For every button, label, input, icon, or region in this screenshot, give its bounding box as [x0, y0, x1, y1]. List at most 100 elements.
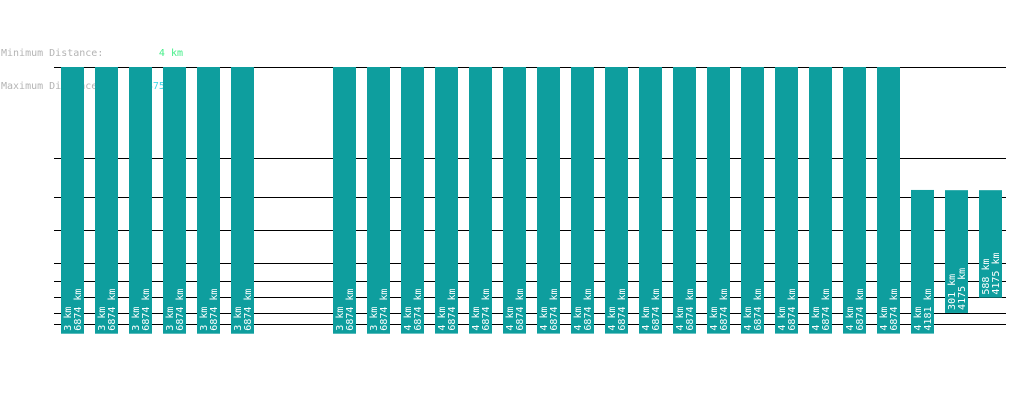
bar-group: 4 km 6874 km [469, 67, 492, 334]
bar-max-label: 6874 km [753, 288, 764, 330]
bar-min-label: 4 km [403, 307, 414, 331]
bar-min-label: 4 km [573, 307, 584, 331]
bar [673, 67, 696, 334]
bar-min-label: 4 km [641, 307, 652, 331]
bar [61, 67, 84, 334]
bar-max-label: 6874 km [855, 288, 866, 330]
bar-max-label: 6874 km [141, 289, 152, 331]
bar-min-label: 3 km [233, 307, 244, 331]
bar-max-label: 6874 km [175, 289, 186, 331]
bar-min-label: 4 km [437, 307, 448, 331]
bar-group: 4 km 6874 km [673, 67, 696, 334]
bar-group: 4 km 4181 km [911, 189, 934, 334]
bar-group: 4 km 6874 km [639, 67, 662, 334]
bar-min-label: 4 km [743, 307, 754, 331]
bar [401, 67, 424, 334]
bar [775, 67, 798, 334]
bar [129, 67, 152, 334]
bar-max-label: 6874 km [821, 288, 832, 330]
min-distance-value: 4 km [158, 48, 183, 59]
bar-group: 4 km 6874 km [775, 67, 798, 334]
bar [537, 67, 560, 334]
bar-max-label: 6874 km [379, 289, 390, 331]
bar [571, 67, 594, 334]
bar-max-label: 6874 km [243, 289, 254, 331]
bar [945, 190, 968, 313]
bar-max-label: 6874 km [685, 288, 696, 330]
bar-group: 4 km 6874 km [809, 67, 832, 334]
bar-max-label: 6874 km [515, 288, 526, 330]
bar-max-label: 6874 km [617, 288, 628, 330]
bar-max-label: 6874 km [345, 289, 356, 331]
bar-group: 4 km 6874 km [605, 67, 628, 334]
bar-min-label: 4 km [777, 307, 788, 331]
bar-group: 3 km 6874 km [367, 67, 390, 334]
bar-min-label: 3 km [165, 307, 176, 331]
bar [843, 67, 866, 334]
bar-min-label: 301 km [947, 274, 958, 310]
bar-group: 3 km 6874 km [197, 67, 220, 334]
bar-min-label: 3 km [335, 307, 346, 331]
bar-min-label: 4 km [471, 307, 482, 331]
bar [231, 67, 254, 334]
bar-min-label: 3 km [131, 307, 142, 331]
bar-max-label: 6874 km [73, 289, 84, 331]
bar [333, 67, 356, 334]
bar-group: 4 km 6874 km [537, 67, 560, 334]
bar-group: 4 km 6874 km [401, 67, 424, 334]
bar [639, 67, 662, 334]
bar-group: 4 km 6874 km [707, 67, 730, 334]
bar-max-label: 6874 km [583, 288, 594, 330]
bar-max-label: 4175 km [957, 268, 968, 310]
bar [197, 67, 220, 334]
bar-min-label: 3 km [97, 307, 108, 331]
bar-group: 3 km 6874 km [333, 67, 356, 334]
bar-group: 4 km 6874 km [503, 67, 526, 334]
bar-max-label: 6874 km [719, 288, 730, 330]
bar [877, 67, 900, 334]
bar-min-label: 4 km [811, 307, 822, 331]
bar-group: 4 km 6874 km [571, 67, 594, 334]
bar-group: 3 km 6874 km [129, 67, 152, 334]
bar-group: 4 km 6874 km [877, 67, 900, 334]
bar-min-label: 3 km [369, 307, 380, 331]
bar-max-label: 6874 km [787, 288, 798, 330]
bar-max-label: 6874 km [889, 288, 900, 330]
bar-group: 4 km 6874 km [843, 67, 866, 334]
bar-min-label: 3 km [199, 307, 210, 331]
bar [503, 67, 526, 334]
bar [741, 67, 764, 334]
bar-min-label: 4 km [505, 307, 516, 331]
bar-group: 301 km 4175 km [945, 190, 968, 313]
bar-min-label: 4 km [879, 307, 890, 331]
bar-max-label: 6874 km [107, 289, 118, 331]
min-distance-label: Minimum Distance: [1, 48, 104, 59]
bar-max-label: 6874 km [413, 288, 424, 330]
bar-min-label: 4 km [845, 307, 856, 331]
bar-min-label: 4 km [709, 307, 720, 331]
bar-min-label: 4 km [913, 307, 924, 331]
bar-group: 4 km 6874 km [435, 67, 458, 334]
bar [979, 190, 1002, 298]
bar [809, 67, 832, 334]
bar-group: 3 km 6874 km [95, 67, 118, 334]
bar [605, 67, 628, 334]
bar-group: 4 km 6874 km [741, 67, 764, 334]
bar-max-label: 4175 km [991, 252, 1002, 294]
bar-min-label: 4 km [675, 307, 686, 331]
bar-max-label: 6874 km [209, 289, 220, 331]
bar-group: 3 km 6874 km [61, 67, 84, 334]
bar [469, 67, 492, 334]
bar [911, 189, 934, 334]
bar-min-label: 588 km [981, 259, 992, 295]
bar [707, 67, 730, 334]
bar-max-label: 4181 km [923, 288, 934, 330]
bar [95, 67, 118, 334]
bar-group: 588 km 4175 km [979, 190, 1002, 298]
bar [367, 67, 390, 334]
bar-max-label: 6874 km [651, 288, 662, 330]
bar-group: 3 km 6874 km [163, 67, 186, 334]
bar-max-label: 6874 km [481, 288, 492, 330]
bar-min-label: 4 km [539, 307, 550, 331]
